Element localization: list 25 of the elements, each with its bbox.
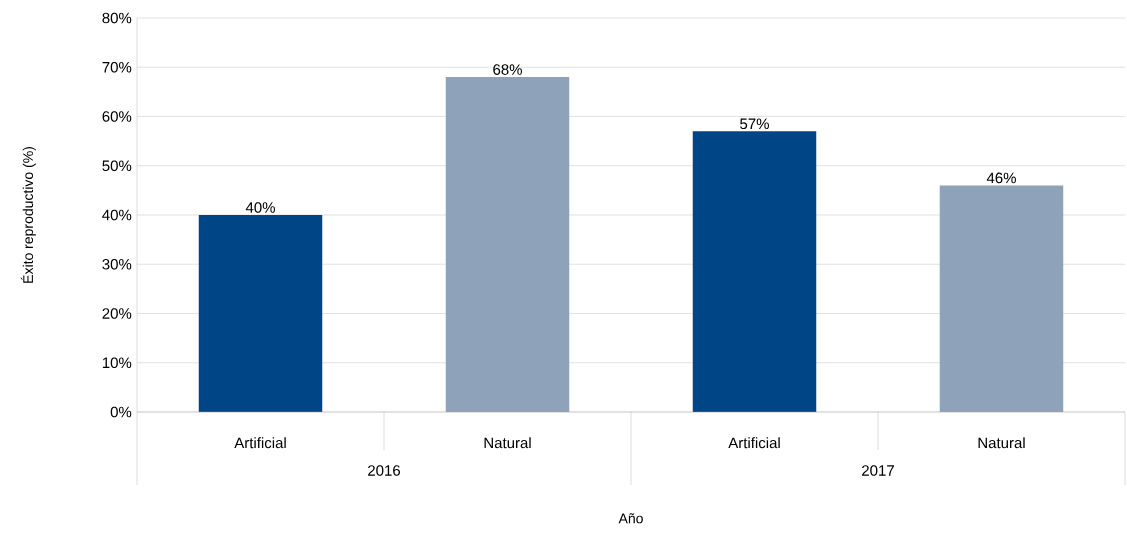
text: 2017	[862, 465, 894, 476]
text: 2016	[368, 465, 401, 476]
x-tick-label: Artificial	[728, 437, 780, 449]
bar	[445, 77, 570, 412]
bar	[692, 131, 817, 412]
y-tick-label: 80%	[102, 12, 132, 24]
data-label: 57%	[740, 118, 769, 130]
data-label: 40%	[245, 202, 275, 213]
y-tick-label: 30%	[102, 258, 132, 270]
x-tick-label: Natural	[484, 437, 531, 449]
y-tick-label: 50%	[102, 160, 132, 172]
x-tick-label: Natural	[978, 437, 1025, 449]
data-label: 46%	[986, 172, 1016, 184]
y-tick-label: 60%	[102, 111, 132, 122]
y-tick-label: 20%	[102, 308, 132, 319]
x-axis-title: Año	[618, 513, 643, 524]
bar	[198, 214, 323, 412]
data-label: 68%	[493, 64, 522, 75]
y-tick-label: 0%	[110, 406, 132, 418]
y-tick-label: 40%	[102, 209, 132, 221]
bar	[939, 185, 1064, 412]
y-tick-label: 70%	[102, 61, 132, 73]
y-tick-label: 10%	[102, 357, 132, 369]
y-axis-title: Éxito reproductivo (%)	[20, 147, 36, 283]
x-tick-label: Artificial	[234, 437, 286, 449]
